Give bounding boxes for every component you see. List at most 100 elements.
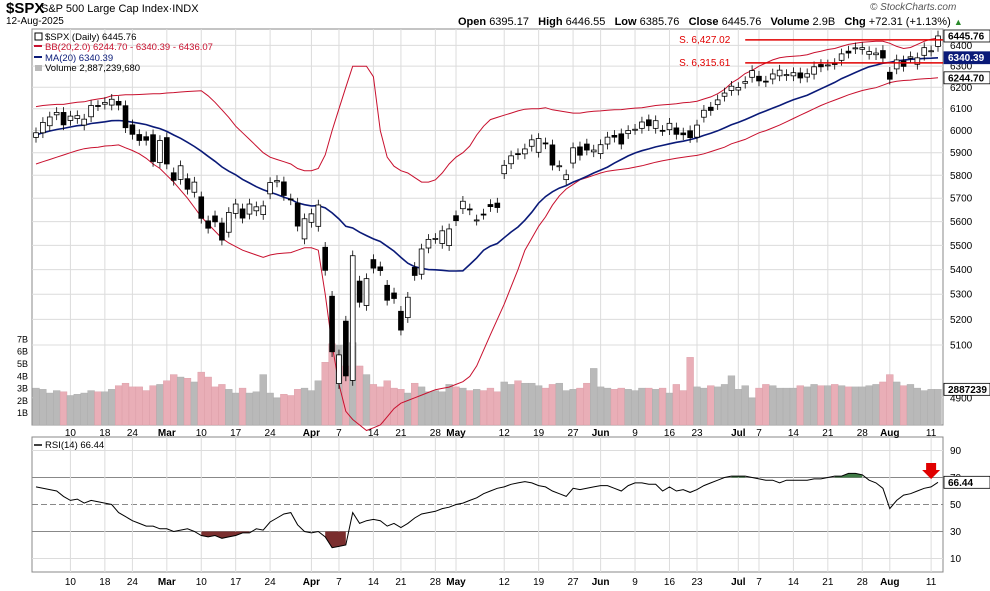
- legend-ma: MA(20) 6340.39: [45, 53, 113, 64]
- candlestick: [625, 125, 631, 139]
- candlestick: [115, 96, 122, 111]
- last-volume-text: 2887239: [948, 385, 987, 396]
- candlestick: [707, 101, 714, 116]
- candle-body: [604, 136, 611, 145]
- candle-body: [102, 102, 108, 105]
- candlestick: [769, 68, 776, 85]
- candlestick: [563, 169, 569, 185]
- x-tick-label: 14: [788, 428, 800, 439]
- candle-body: [81, 118, 87, 126]
- volume-bar: [101, 391, 109, 426]
- volume-bar: [583, 382, 591, 426]
- volume-bar: [135, 386, 143, 426]
- candle-body: [453, 215, 459, 222]
- candle-body: [398, 310, 404, 331]
- x-tick-label: 17: [230, 428, 242, 439]
- support-label: S. 6,427.02: [679, 35, 731, 46]
- candle-body: [666, 122, 673, 131]
- volume-bar: [121, 382, 130, 426]
- candlestick: [425, 234, 432, 254]
- volume-bar: [734, 389, 742, 426]
- candlestick: [735, 82, 742, 96]
- x-tick-label: Mar: [158, 577, 176, 588]
- volume-bar: [720, 384, 729, 426]
- candlestick: [604, 131, 611, 150]
- volume-bar: [603, 387, 612, 426]
- candle-body: [838, 53, 845, 61]
- candlestick: [528, 134, 535, 152]
- volume-bar: [927, 389, 935, 426]
- last-price-text: 6445.76: [948, 31, 985, 42]
- candlestick: [597, 139, 604, 159]
- candlestick: [191, 176, 198, 198]
- candlestick: [33, 127, 39, 143]
- y-tick-label: 5600: [950, 217, 973, 228]
- volume-tick-label: 1B: [17, 408, 28, 418]
- volume-bar: [920, 390, 928, 426]
- index-name-text: S&P 500 Large Cap Index: [41, 3, 169, 15]
- candlestick: [253, 201, 260, 217]
- candle-body: [294, 202, 301, 227]
- y-tick-label: 6100: [950, 104, 973, 115]
- x-tick-label: 7: [756, 428, 762, 439]
- legend-swatch-volume: [35, 65, 42, 71]
- candle-body: [845, 50, 852, 54]
- candle-body: [143, 136, 149, 141]
- candle-body: [480, 213, 487, 216]
- volume-bar: [252, 391, 260, 426]
- x-tick-label: 28: [430, 577, 442, 588]
- candlestick: [212, 210, 218, 228]
- candlestick: [260, 200, 267, 220]
- volume-bar: [831, 384, 839, 426]
- last-bb-lower-text: 6244.70: [948, 73, 985, 84]
- candlestick: [157, 135, 163, 168]
- last-ma-text: 6340.39: [948, 53, 985, 64]
- volume-bar: [576, 387, 584, 426]
- candle-body: [446, 228, 452, 247]
- candlestick: [225, 207, 232, 238]
- volume-bar: [417, 386, 426, 426]
- volume-bar: [528, 382, 536, 426]
- candlestick: [763, 75, 769, 88]
- volume-bar: [631, 390, 639, 426]
- candle-body: [122, 105, 129, 129]
- candle-body: [735, 87, 742, 91]
- volume-bar: [355, 365, 364, 426]
- candlestick: [473, 214, 480, 226]
- down-arrow-icon: [922, 463, 941, 479]
- volume-bar: [321, 362, 329, 426]
- candlestick: [329, 290, 335, 358]
- x-tick-label: 24: [265, 428, 277, 439]
- candlestick: [714, 94, 721, 110]
- volume-bar: [700, 387, 708, 426]
- candle-body: [391, 292, 397, 299]
- y-tick-label: 5200: [950, 315, 973, 326]
- candlestick: [652, 115, 659, 134]
- candle-body: [239, 208, 246, 219]
- volume-bar: [383, 380, 391, 426]
- volume-bar: [810, 384, 818, 426]
- candle-body: [528, 139, 535, 147]
- volume-bar: [548, 384, 557, 426]
- volume-bar: [507, 384, 515, 426]
- x-tick-label: 24: [127, 577, 139, 588]
- volume-bar: [211, 386, 219, 426]
- x-tick-label: May: [446, 428, 466, 439]
- volume-bar: [273, 397, 281, 426]
- close-value: 6445.76: [721, 16, 762, 28]
- candle-body: [473, 219, 480, 222]
- bb-upper-line: [35, 37, 939, 183]
- rsi-tick-label: 90: [950, 446, 962, 457]
- candle-body: [680, 132, 687, 136]
- candle-body: [632, 128, 638, 131]
- volume-bar: [149, 385, 157, 426]
- candlestick: [907, 51, 914, 64]
- x-tick-label: Apr: [303, 577, 320, 588]
- candlestick: [776, 64, 783, 82]
- axis-labels: 6400 6300 6200 6100 6000 5900 5800 5700 5600 5500…: [17, 29, 990, 588]
- candle-body: [466, 208, 473, 211]
- x-tick-label: 16: [664, 428, 676, 439]
- x-tick-label: 14: [368, 577, 380, 588]
- ma20-line: [35, 57, 939, 272]
- candlestick: [315, 199, 322, 232]
